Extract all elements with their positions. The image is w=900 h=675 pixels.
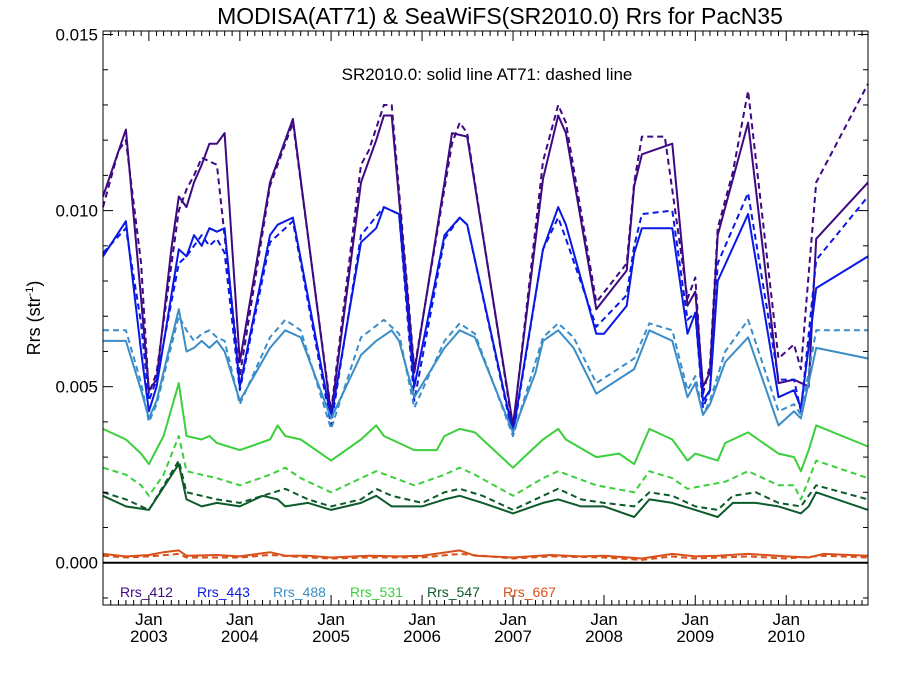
line-style-annotation: SR2010.0: solid line AT71: dashed line <box>342 65 633 84</box>
x-tick-label-year: 2008 <box>585 627 623 646</box>
series-layer <box>102 83 869 561</box>
x-tick-label-year: 2010 <box>767 627 805 646</box>
x-tick-label-month: Jan <box>135 610 162 629</box>
legend-entry: Rrs_412 <box>120 584 173 600</box>
series-line-dashed <box>102 83 869 430</box>
series-line-dashed <box>103 315 868 437</box>
x-tick-label-year: 2006 <box>403 627 441 646</box>
x-tick-label-year: 2005 <box>312 627 350 646</box>
x-tick-label-month: Jan <box>590 610 617 629</box>
y-tick-label: 0.015 <box>55 26 98 45</box>
series-line-dashed <box>102 192 869 437</box>
series-line-solid <box>102 206 869 434</box>
series-line-dashed <box>102 459 869 511</box>
series-line-solid <box>102 549 869 560</box>
series-line-solid <box>102 463 869 518</box>
series-rrs-488 <box>103 308 869 437</box>
x-tick-label-year: 2004 <box>221 627 259 646</box>
legend-entry: Rrs_488 <box>273 584 326 600</box>
x-tick-label-month: Jan <box>408 610 435 629</box>
x-tick-label-year: 2007 <box>494 627 532 646</box>
x-tick-label-month: Jan <box>499 610 526 629</box>
series-line-dashed <box>102 552 869 561</box>
legend-entry: Rrs_547 <box>427 584 480 600</box>
y-tick-label: 0.010 <box>55 202 98 221</box>
y-axis-label: Rrs (str-1) <box>24 281 44 356</box>
series-line-solid <box>102 114 869 427</box>
x-tick-label-year: 2009 <box>676 627 714 646</box>
legend: Rrs_412 Rrs_443 Rrs_488 Rrs_531 Rrs_547 Rrs_6… <box>120 584 556 600</box>
plot-frame <box>102 30 869 606</box>
legend-entry: Rrs_667 <box>503 584 556 600</box>
series-line-solid <box>102 382 869 473</box>
y-tick-label: 0.000 <box>55 554 98 573</box>
legend-entry: Rrs_531 <box>350 584 403 600</box>
x-tick-label-year: 2003 <box>130 627 168 646</box>
axes-layer: 0.0000.0050.0100.015Jan2003Jan2004Jan200… <box>55 26 868 646</box>
y-axis-label-main: Rrs (str <box>24 296 44 355</box>
x-tick-label-month: Jan <box>773 610 800 629</box>
series-line-dashed <box>102 435 869 501</box>
series-rrs-531 <box>102 382 869 501</box>
chart-title: MODISA(AT71) & SeaWiFS(SR2010.0) Rrs for… <box>217 3 783 29</box>
x-tick-label-month: Jan <box>682 610 709 629</box>
series-rrs-412 <box>102 83 869 430</box>
series-line-solid <box>103 308 869 434</box>
series-rrs-443 <box>102 192 869 437</box>
x-tick-label-month: Jan <box>317 610 344 629</box>
series-rrs-667 <box>102 549 869 561</box>
x-tick-label-month: Jan <box>226 610 253 629</box>
series-rrs-547 <box>102 459 869 518</box>
y-axis-label-sup: -1 <box>24 287 36 297</box>
legend-entry: Rrs_443 <box>197 584 250 600</box>
y-axis-label-end: ) <box>24 281 44 287</box>
y-tick-label: 0.005 <box>55 378 98 397</box>
